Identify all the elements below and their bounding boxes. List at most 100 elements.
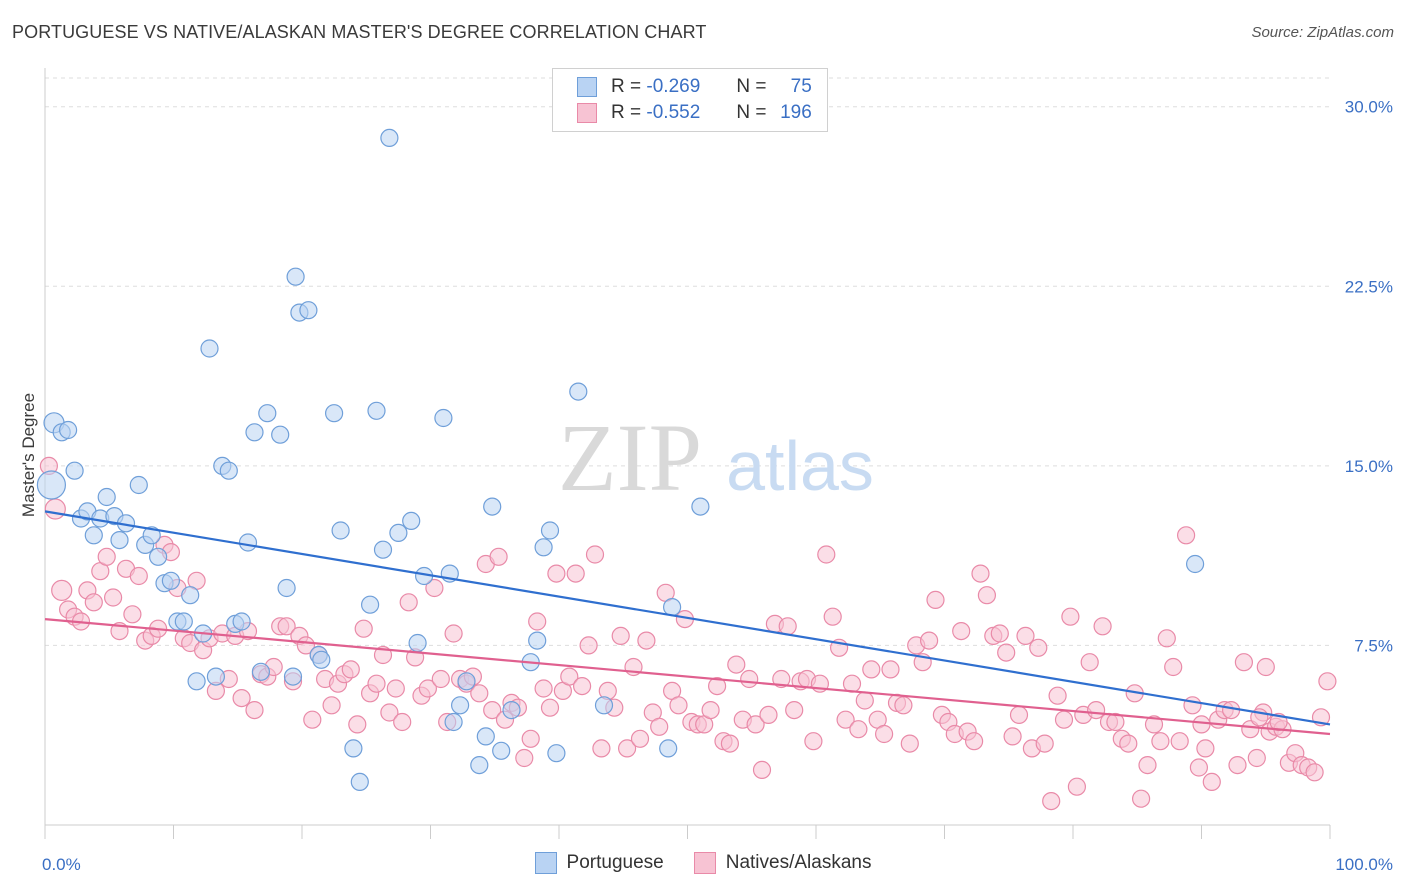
natives-point bbox=[483, 700, 502, 720]
portuguese-point bbox=[528, 631, 547, 650]
natives-point bbox=[1318, 672, 1337, 691]
portuguese-point bbox=[325, 404, 344, 423]
natives-point bbox=[431, 669, 450, 689]
natives-point bbox=[669, 696, 688, 715]
natives-point bbox=[752, 760, 772, 780]
natives-point bbox=[547, 564, 566, 583]
portuguese-point bbox=[380, 128, 399, 147]
natives-point bbox=[759, 705, 778, 725]
portuguese-point bbox=[451, 696, 470, 715]
watermark-atlas: atlas bbox=[726, 427, 874, 505]
portuguese-point bbox=[232, 612, 251, 631]
portuguese-point bbox=[350, 772, 369, 792]
natives-point bbox=[566, 564, 585, 583]
series-legend-swatch-portuguese bbox=[534, 852, 557, 874]
natives-point bbox=[393, 712, 412, 732]
x-tick-label: 0.0% bbox=[42, 855, 81, 874]
portuguese-point bbox=[434, 408, 453, 428]
chart-title: PORTUGUESE VS NATIVE/ALASKAN MASTER'S DE… bbox=[12, 22, 707, 42]
source-label: Source: ZipAtlas.com bbox=[1251, 24, 1394, 41]
portuguese-point bbox=[476, 727, 495, 746]
natives-point bbox=[367, 674, 386, 693]
natives-point bbox=[470, 684, 489, 703]
natives-point bbox=[1305, 763, 1324, 782]
natives-point bbox=[1164, 657, 1183, 677]
natives-point bbox=[386, 679, 405, 698]
legend-n-label: N = bbox=[736, 102, 767, 123]
natives-point bbox=[1061, 607, 1080, 626]
natives-point bbox=[926, 590, 945, 610]
natives-point bbox=[785, 700, 804, 720]
portuguese-point bbox=[444, 712, 463, 732]
portuguese-point bbox=[569, 382, 588, 401]
trend-lines bbox=[44, 510, 1331, 736]
natives-point bbox=[322, 696, 341, 715]
portuguese-point bbox=[361, 595, 380, 614]
natives-point bbox=[1048, 686, 1067, 705]
natives-point bbox=[1086, 700, 1106, 720]
portuguese-point bbox=[65, 461, 84, 480]
gridlines bbox=[45, 77, 1330, 646]
natives-point bbox=[348, 715, 367, 734]
portuguese-point bbox=[408, 633, 427, 653]
natives-point bbox=[900, 734, 919, 753]
natives-point bbox=[778, 617, 797, 636]
series-legend-natives: Natives/Alaskans bbox=[693, 852, 872, 874]
natives-point bbox=[129, 566, 148, 586]
portuguese-point bbox=[97, 487, 116, 507]
portuguese-point bbox=[258, 404, 277, 423]
series-legend-label-natives: Natives/Alaskans bbox=[725, 852, 872, 873]
legend-r-label: R = bbox=[611, 76, 642, 97]
portuguese-point bbox=[457, 672, 476, 691]
portuguese-point bbox=[312, 650, 331, 669]
portuguese-point bbox=[299, 301, 318, 320]
correlation-legend: R = -0.269 N = 75 R = -0.552 N = 196 bbox=[552, 68, 828, 132]
legend-n-label: N = bbox=[736, 76, 767, 97]
legend-r-value: -0.552 bbox=[646, 102, 701, 123]
portuguese-point bbox=[367, 401, 386, 420]
natives-point bbox=[585, 545, 605, 564]
natives-point bbox=[1035, 734, 1054, 753]
natives-point bbox=[611, 626, 630, 646]
portuguese-point bbox=[492, 741, 511, 760]
y-tick-label: 30.0% bbox=[1345, 98, 1393, 117]
legend-swatch-portuguese bbox=[577, 77, 597, 97]
portuguese-point bbox=[58, 420, 78, 440]
watermark: ZIP atlas bbox=[558, 404, 874, 511]
natives-point bbox=[971, 564, 990, 583]
y-tick-label: 7.5% bbox=[1354, 636, 1393, 655]
natives-point bbox=[1029, 638, 1048, 657]
natives-point bbox=[418, 679, 437, 698]
portuguese-point bbox=[36, 470, 67, 500]
natives-point bbox=[874, 724, 894, 744]
portuguese-point bbox=[659, 739, 678, 758]
natives-point bbox=[823, 607, 842, 626]
natives-point bbox=[592, 739, 611, 758]
natives-point bbox=[630, 729, 650, 748]
legend-row-portuguese: R = -0.269 N = 75 bbox=[577, 75, 812, 99]
trend-line-portuguese bbox=[44, 510, 1331, 726]
portuguese-point bbox=[691, 497, 710, 516]
natives-point bbox=[1196, 739, 1215, 758]
portuguese-point bbox=[110, 530, 129, 550]
portuguese-point bbox=[84, 526, 103, 545]
portuguese-point bbox=[277, 578, 296, 598]
axes: 7.5% 15.0% 22.5% 30.0% 0.0% 100.0% bbox=[42, 68, 1393, 874]
natives-point bbox=[772, 669, 791, 689]
natives-point bbox=[1009, 705, 1029, 725]
natives-point bbox=[964, 732, 984, 751]
legend-r-label: R = bbox=[611, 102, 642, 123]
portuguese-point bbox=[238, 533, 258, 552]
natives-point bbox=[1176, 526, 1196, 545]
natives-point bbox=[444, 624, 463, 643]
legend-row-natives: R = -0.552 N = 196 bbox=[577, 101, 812, 125]
natives-point bbox=[855, 691, 874, 710]
natives-point bbox=[51, 579, 73, 602]
natives-point bbox=[425, 578, 444, 598]
natives-point bbox=[1119, 734, 1138, 753]
natives-point bbox=[1144, 715, 1164, 734]
portuguese-point bbox=[483, 497, 502, 516]
natives-point bbox=[84, 593, 103, 612]
portuguese-point bbox=[200, 339, 219, 358]
